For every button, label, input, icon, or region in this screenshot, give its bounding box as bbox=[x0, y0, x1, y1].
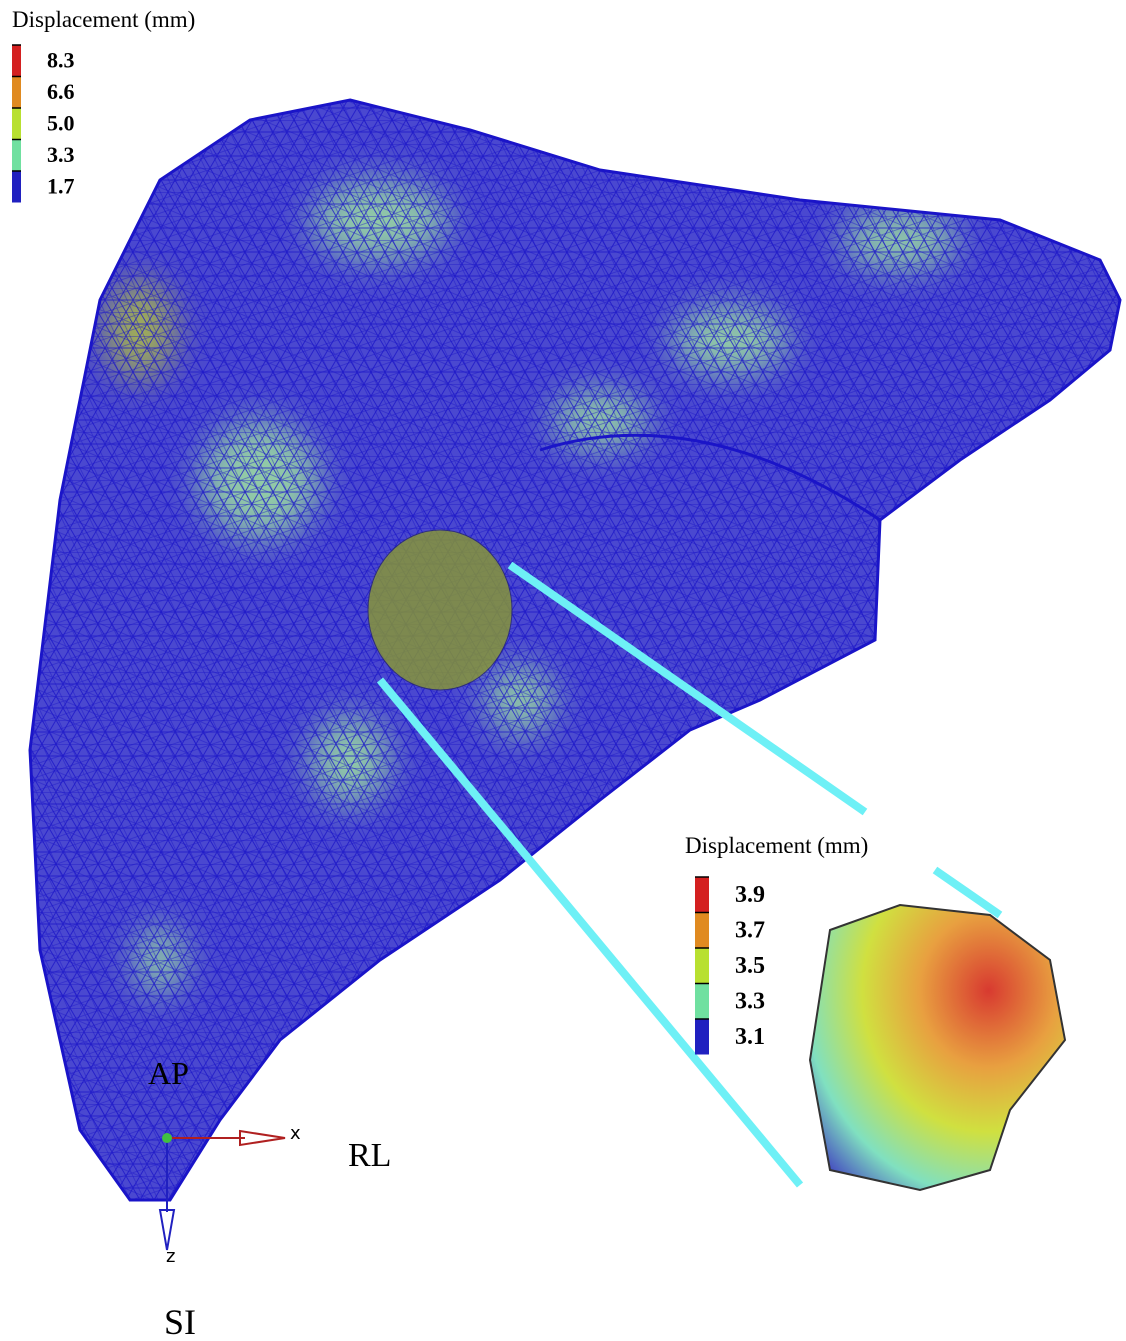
ap-label: AP bbox=[148, 1055, 189, 1091]
legend-swatch bbox=[12, 140, 21, 172]
legend-label: 8.3 bbox=[47, 47, 75, 72]
legend-swatch bbox=[695, 877, 709, 913]
rl-label: RL bbox=[348, 1137, 391, 1174]
legend-label: 3.7 bbox=[735, 918, 765, 944]
axis-z-label: z bbox=[166, 1246, 175, 1267]
legend-swatch bbox=[695, 913, 709, 949]
legend-swatch bbox=[12, 108, 21, 140]
legend-title: Displacement (mm) bbox=[685, 833, 868, 858]
axis-x-label: x bbox=[290, 1123, 301, 1144]
si-label: SI bbox=[164, 1302, 196, 1341]
legend-label: 3.5 bbox=[735, 953, 765, 979]
legend-label: 5.0 bbox=[47, 110, 75, 135]
legend-swatch bbox=[12, 171, 21, 203]
legend-title: Displacement (mm) bbox=[12, 7, 195, 32]
legend-swatch bbox=[695, 984, 709, 1020]
tumor bbox=[368, 530, 512, 690]
legend-swatch bbox=[12, 77, 21, 109]
legend-swatch bbox=[695, 1019, 709, 1055]
legend-label: 1.7 bbox=[47, 173, 75, 198]
legend-label: 3.3 bbox=[735, 989, 765, 1015]
legend-label: 3.9 bbox=[735, 882, 765, 908]
tumor-inset bbox=[810, 905, 1065, 1190]
legend-label: 3.1 bbox=[735, 1024, 765, 1050]
legend-label: 6.6 bbox=[47, 79, 75, 104]
legend-label: 3.3 bbox=[47, 142, 75, 167]
figure: x z AP RL SI Displacement (mm) 8.3 6.6 5.0 3… bbox=[0, 0, 1126, 1341]
legend-swatch bbox=[695, 948, 709, 984]
legend-swatch bbox=[12, 45, 21, 77]
